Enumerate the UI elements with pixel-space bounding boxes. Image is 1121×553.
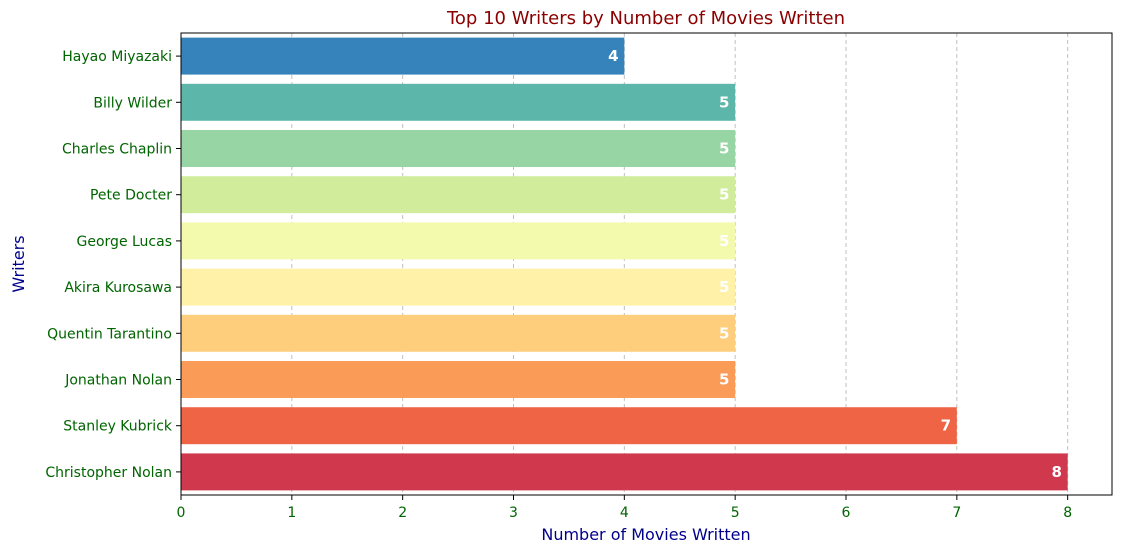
value-label-christopher-nolan: 8 (1051, 463, 1061, 481)
chart-title: Top 10 Writers by Number of Movies Writt… (446, 8, 845, 29)
x-tick-label-3: 3 (509, 505, 518, 521)
bar-pete-docter (181, 176, 736, 214)
y-axis-ticks: Christopher Nolan Stanley Kubrick Jonathan… (45, 49, 181, 481)
bars (181, 37, 1068, 491)
bar-hayao-miyazaki (181, 37, 625, 75)
x-axis-ticks: 0 1 2 3 4 5 6 7 8 (177, 495, 1072, 521)
x-tick-label-1: 1 (287, 505, 296, 521)
bar-billy-wilder (181, 83, 736, 121)
bar-christopher-nolan (181, 453, 1068, 491)
value-label-akira-kurosawa: 5 (719, 278, 729, 296)
bar-quentin-tarantino (181, 314, 736, 352)
value-label-stanley-kubrick: 7 (941, 417, 951, 435)
x-tick-label-7: 7 (952, 505, 961, 521)
y-tick-label-quentin-tarantino: Quentin Tarantino (47, 326, 172, 342)
y-tick-label-george-lucas: George Lucas (77, 234, 172, 250)
value-label-pete-docter: 5 (719, 186, 729, 204)
value-label-quentin-tarantino: 5 (719, 324, 729, 342)
y-axis-label: Writers (9, 235, 28, 292)
y-tick-label-christopher-nolan: Christopher Nolan (45, 465, 172, 481)
x-axis-label: Number of Movies Written (541, 525, 750, 544)
x-tick-label-6: 6 (842, 505, 851, 521)
value-label-jonathan-nolan: 5 (719, 371, 729, 389)
x-tick-label-2: 2 (398, 505, 407, 521)
y-tick-label-pete-docter: Pete Docter (90, 188, 172, 204)
y-tick-label-stanley-kubrick: Stanley Kubrick (63, 419, 173, 435)
value-label-george-lucas: 5 (719, 232, 729, 250)
x-tick-label-8: 8 (1063, 505, 1072, 521)
x-tick-label-0: 0 (177, 505, 186, 521)
x-tick-label-5: 5 (731, 505, 740, 521)
value-labels: 8 7 5 5 5 5 5 5 5 4 (608, 47, 1062, 481)
x-tick-label-4: 4 (620, 505, 629, 521)
bar-george-lucas (181, 222, 736, 260)
bar-charles-chaplin (181, 130, 736, 167)
y-tick-label-charles-chaplin: Charles Chaplin (62, 142, 172, 158)
bar-akira-kurosawa (181, 268, 736, 306)
y-tick-label-billy-wilder: Billy Wilder (93, 95, 172, 111)
bar-stanley-kubrick (181, 407, 957, 445)
bar-jonathan-nolan (181, 361, 736, 398)
value-label-hayao-miyazaki: 4 (608, 47, 618, 65)
y-tick-label-akira-kurosawa: Akira Kurosawa (64, 280, 172, 296)
plot-frame (180, 32, 1113, 496)
y-tick-label-jonathan-nolan: Jonathan Nolan (64, 373, 172, 389)
value-label-billy-wilder: 5 (719, 93, 729, 111)
y-tick-label-hayao-miyazaki: Hayao Miyazaki (62, 49, 172, 65)
value-label-charles-chaplin: 5 (719, 140, 729, 158)
